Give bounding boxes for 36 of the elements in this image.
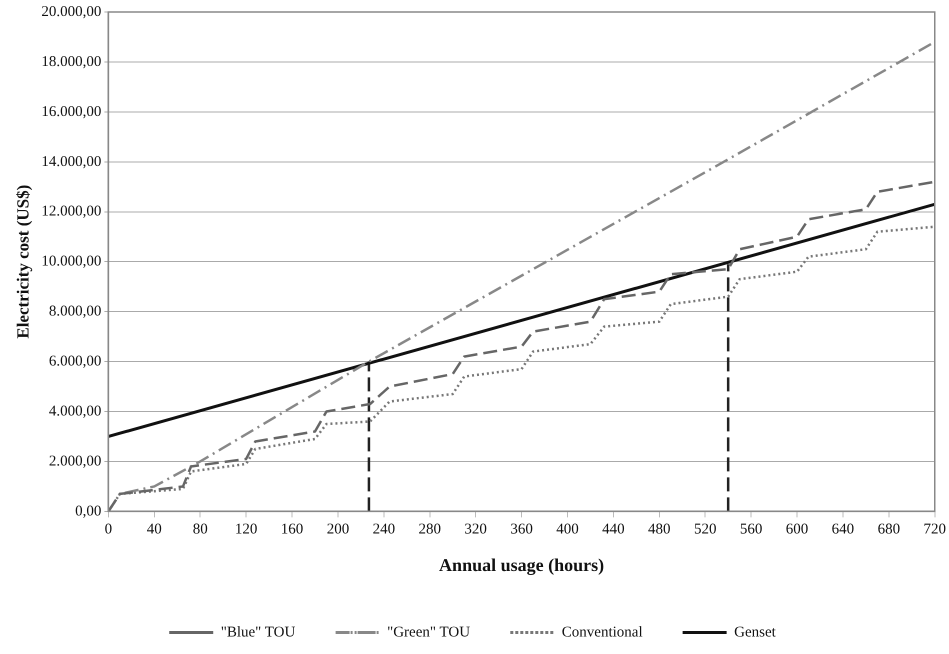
x-tick-label: 320 <box>464 521 487 538</box>
y-tick-label: 0,00 <box>75 503 102 520</box>
x-tick-label: 680 <box>878 521 900 538</box>
y-tick-label: 4.000,00 <box>48 403 102 420</box>
y-tick-label: 2.000,00 <box>48 453 102 470</box>
legend-label: "Green" TOU <box>387 624 470 640</box>
y-tick-label: 12.000,00 <box>41 204 102 220</box>
legend-label: "Blue" TOU <box>220 624 296 640</box>
x-tick-label: 720 <box>924 521 946 538</box>
legend-label: Genset <box>734 624 777 640</box>
x-tick-label: 280 <box>418 521 442 538</box>
y-tick-label: 8.000,00 <box>48 304 102 320</box>
x-tick-label: 520 <box>694 521 716 538</box>
y-tick-label: 18.000,00 <box>41 54 102 70</box>
x-tick-label: 80 <box>192 521 208 538</box>
x-tick-label: 480 <box>648 521 671 538</box>
x-tick-label: 440 <box>602 521 625 538</box>
x-tick-label: 560 <box>740 521 762 538</box>
x-tick-label: 600 <box>786 521 808 538</box>
x-tick-label: 160 <box>280 521 304 538</box>
x-tick-label: 40 <box>146 521 162 538</box>
legend-label: Conventional <box>562 624 643 640</box>
x-tick-label: 0 <box>104 521 112 538</box>
x-tick-label: 200 <box>326 521 350 538</box>
x-tick-label: 240 <box>372 521 396 538</box>
y-tick-label: 6.000,00 <box>48 354 102 370</box>
y-tick-label: 10.000,00 <box>41 254 102 270</box>
y-tick-label: 16.000,00 <box>41 104 102 120</box>
x-tick-label: 400 <box>556 521 579 538</box>
y-tick-label: 14.000,00 <box>41 154 102 170</box>
x-tick-label: 360 <box>510 521 533 538</box>
x-tick-label: 640 <box>832 521 854 538</box>
y-tick-label: 20.000,00 <box>41 4 102 20</box>
y-axis-title: Electricity cost (US$) <box>14 184 33 339</box>
x-axis-title: Annual usage (hours) <box>439 554 604 575</box>
x-tick-label: 120 <box>234 521 258 538</box>
